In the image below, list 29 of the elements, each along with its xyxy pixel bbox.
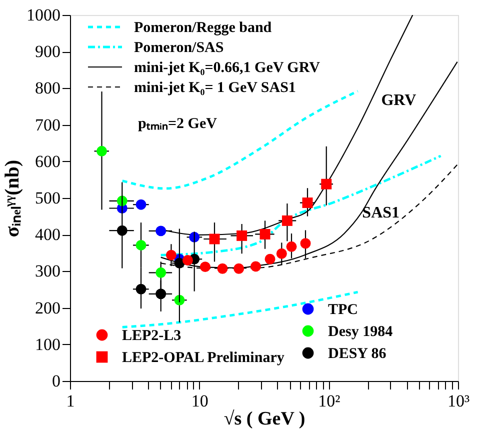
x-tick-label: 10 bbox=[191, 392, 208, 410]
y-tick-label: 0 bbox=[52, 372, 60, 390]
annotation: SAS1 bbox=[362, 204, 400, 222]
y-tick-label: 900 bbox=[35, 42, 60, 62]
y-tick-label: 400 bbox=[35, 225, 60, 244]
y-tick-label: 800 bbox=[35, 78, 60, 98]
legend-label: Pomeron/SAS bbox=[134, 40, 224, 56]
y-tick-label: 200 bbox=[35, 298, 60, 318]
legend-label: LEP2-OPAL Preliminary bbox=[122, 350, 285, 366]
y-tick-label: 500 bbox=[35, 188, 60, 208]
x-tick-label: 10³ bbox=[447, 392, 470, 410]
legend-label: Desy 1984 bbox=[328, 324, 394, 340]
legend-label: DESY 86 bbox=[328, 346, 387, 362]
y-tick-label: 600 bbox=[35, 152, 60, 171]
annotation: GRV bbox=[381, 92, 417, 109]
y-tick-label: 100 bbox=[35, 334, 60, 354]
y-tick-label: 1000 bbox=[26, 6, 60, 24]
annotation: pₜₘᵢₙ=2 GeV bbox=[138, 116, 218, 132]
x-axis-title: √s ( GeV ) bbox=[224, 408, 306, 430]
legend-label: Pomeron/Regge band bbox=[134, 20, 272, 36]
x-tick-label: 10² bbox=[318, 392, 340, 410]
legend-label: TPC bbox=[328, 302, 358, 318]
y-axis-title: σᵢₙₑₗᵞᵞ(nb) bbox=[2, 160, 24, 238]
x-tick-label: 1 bbox=[66, 392, 75, 410]
legend-label: mini-jet K₀= 1 GeV SAS1 bbox=[134, 80, 296, 96]
y-tick-label: 700 bbox=[35, 115, 60, 134]
y-tick-label: 300 bbox=[35, 262, 60, 281]
legend-label: mini-jet K₀=0.66,1 GeV GRV bbox=[134, 60, 320, 76]
legend-label: LEP2-L3 bbox=[122, 328, 182, 344]
